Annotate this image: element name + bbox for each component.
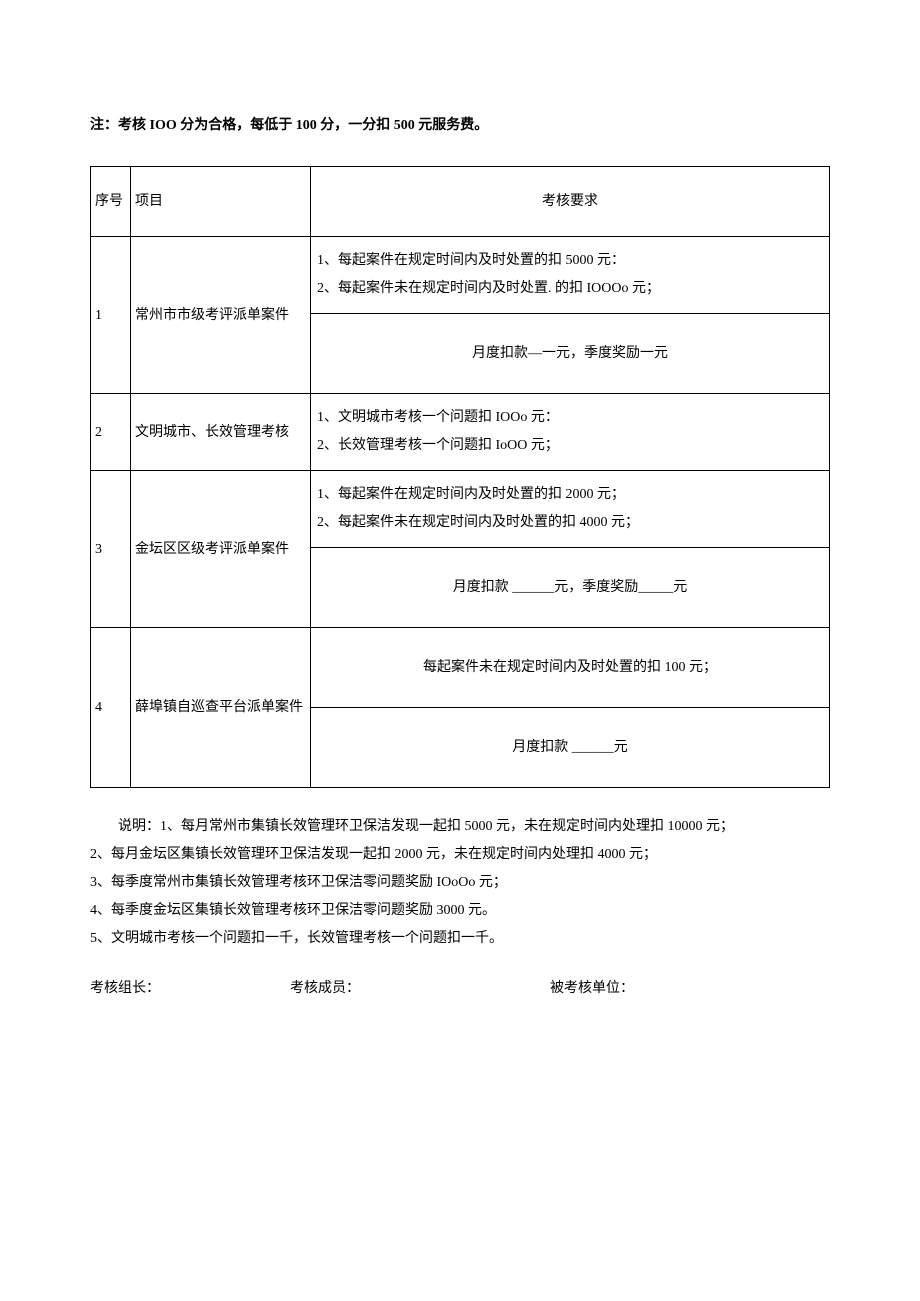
explain-line: 3、每季度常州市集镇长效管理考核环卫保洁零问题奖励 IOoOo 元； (90, 869, 830, 897)
assessment-table: 序号 项目 考核要求 1 常州市市级考评派单案件 1、每起案件在规定时间内及时处… (90, 166, 830, 788)
row2-item: 文明城市、长效管理考核 (131, 394, 311, 471)
sig-unit: 被考核单位： (550, 978, 830, 999)
table-row: 1 常州市市级考评派单案件 1、每起案件在规定时间内及时处置的扣 5000 元：… (91, 237, 830, 314)
explain-line: 说明：1、每月常州市集镇长效管理环卫保洁发现一起扣 5000 元，未在规定时间内… (90, 813, 830, 841)
table-header-row: 序号 项目 考核要求 (91, 167, 830, 237)
row2-num: 2 (91, 394, 131, 471)
sig-members: 考核成员： (290, 978, 550, 999)
row4-item: 薛埠镇自巡查平台派单案件 (131, 628, 311, 788)
signatures-row: 考核组长： 考核成员： 被考核单位： (90, 978, 830, 999)
explain-line: 4、每季度金坛区集镇长效管理考核环卫保洁零问题奖励 3000 元。 (90, 897, 830, 925)
explain-line: 2、每月金坛区集镇长效管理环卫保洁发现一起扣 2000 元，未在规定时间内处理扣… (90, 841, 830, 869)
row3-req-top: 1、每起案件在规定时间内及时处置的扣 2000 元；2、每起案件未在规定时间内及… (311, 471, 830, 548)
row4-req-top: 每起案件未在规定时间内及时处置的扣 100 元； (311, 628, 830, 708)
header-num: 序号 (91, 167, 131, 237)
row1-req-bottom: 月度扣款―一元，季度奖励一元 (311, 314, 830, 394)
row3-num: 3 (91, 471, 131, 628)
row4-num: 4 (91, 628, 131, 788)
table-row: 2 文明城市、长效管理考核 1、文明城市考核一个问题扣 IOOo 元：2、长效管… (91, 394, 830, 471)
note-header: 注：考核 IOO 分为合格，每低于 100 分，一分扣 500 元服务费。 (90, 115, 830, 136)
row1-req-top: 1、每起案件在规定时间内及时处置的扣 5000 元：2、每起案件未在规定时间内及… (311, 237, 830, 314)
header-item: 项目 (131, 167, 311, 237)
row1-num: 1 (91, 237, 131, 394)
row4-req-bottom: 月度扣款 ______元 (311, 708, 830, 788)
table-row: 3 金坛区区级考评派单案件 1、每起案件在规定时间内及时处置的扣 2000 元；… (91, 471, 830, 548)
table-row: 4 薛埠镇自巡查平台派单案件 每起案件未在规定时间内及时处置的扣 100 元； (91, 628, 830, 708)
header-req: 考核要求 (311, 167, 830, 237)
row3-item: 金坛区区级考评派单案件 (131, 471, 311, 628)
sig-leader: 考核组长： (90, 978, 290, 999)
row2-req: 1、文明城市考核一个问题扣 IOOo 元：2、长效管理考核一个问题扣 IoOO … (311, 394, 830, 471)
row1-item: 常州市市级考评派单案件 (131, 237, 311, 394)
explain-block: 说明：1、每月常州市集镇长效管理环卫保洁发现一起扣 5000 元，未在规定时间内… (90, 813, 830, 953)
row3-req-bottom: 月度扣款 ______元，季度奖励_____元 (311, 548, 830, 628)
explain-line: 5、文明城市考核一个问题扣一千，长效管理考核一个问题扣一千。 (90, 925, 830, 953)
